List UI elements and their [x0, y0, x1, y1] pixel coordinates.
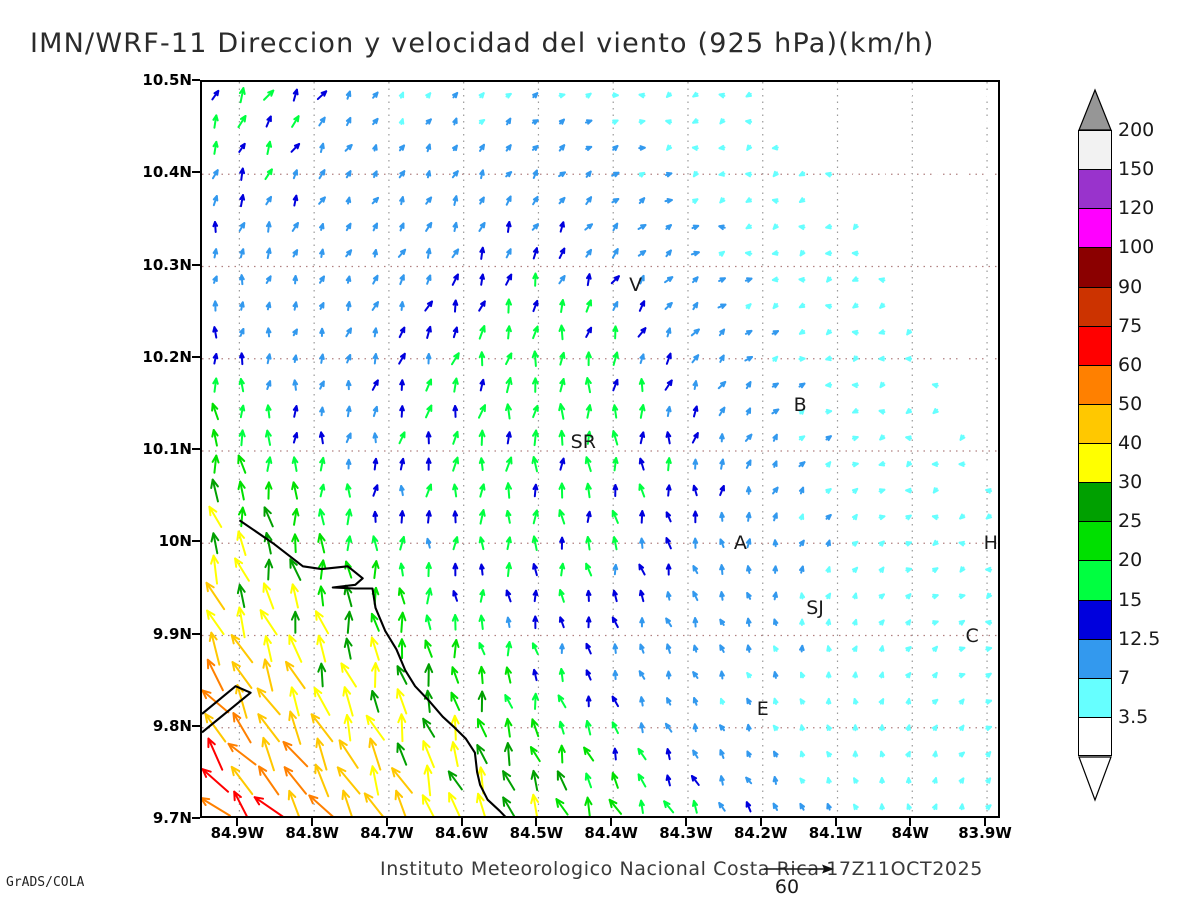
y-tick-mark: [192, 448, 200, 450]
wind-vector-field: [202, 87, 993, 816]
colorbar-band: [1078, 325, 1112, 365]
y-tick-label: 10.3N: [142, 255, 192, 274]
x-tick-label: 83.9W: [958, 824, 1012, 842]
colorbar-band: [1078, 599, 1112, 639]
y-tick-label: 10.2N: [142, 347, 192, 366]
colorbar-max-arrow: [1078, 88, 1112, 131]
y-tick-mark: [192, 540, 200, 543]
map-label-h: H: [983, 532, 998, 555]
y-tick-label: 10N: [158, 532, 192, 551]
reference-vector-arrow: [764, 864, 834, 874]
colorbar-band: [1078, 169, 1112, 209]
colorbar-band: [1078, 364, 1112, 404]
y-tick-mark: [192, 355, 200, 358]
map-label-c: C: [965, 624, 979, 647]
colorbar-band: [1078, 677, 1112, 717]
x-tick-mark: [460, 818, 463, 826]
colorbar-band: [1078, 286, 1112, 326]
y-tick-label: 9.8N: [152, 716, 192, 735]
colorbar-tick-label: 60: [1118, 353, 1143, 376]
x-tick-label: 84.5W: [509, 824, 564, 842]
colorbar-tick-label: 120: [1118, 197, 1155, 220]
x-tick-label: 84.4W: [584, 824, 638, 842]
colorbar-tick-label: 20: [1118, 549, 1143, 572]
colorbar-band: [1078, 560, 1112, 600]
colorbar-min-arrow: [1078, 756, 1112, 802]
map-label-b: B: [793, 393, 807, 416]
x-tick-label: 84.7W: [360, 824, 414, 842]
reference-vector-label: 60: [774, 876, 800, 898]
colorbar-band: [1078, 247, 1112, 287]
colorbar-tick-label: 3.5: [1118, 705, 1149, 728]
x-tick-mark: [236, 818, 239, 826]
y-tick-label: 10.4N: [142, 163, 192, 182]
x-tick-label: 84.8W: [285, 824, 339, 842]
map-label-sr: SR: [570, 430, 596, 453]
colorbar-band: [1078, 482, 1112, 522]
colorbar-band: [1078, 638, 1112, 678]
y-tick-label: 10.5N: [142, 71, 192, 89]
x-tick-label: 84.1W: [808, 824, 863, 842]
footer-credit: GrADS/COLA: [6, 875, 85, 890]
x-tick-mark: [909, 818, 912, 826]
x-tick-mark: [984, 818, 987, 826]
y-tick-mark: [192, 724, 200, 727]
x-tick-mark: [759, 818, 762, 826]
colorbar-tick-label: 15: [1118, 588, 1143, 611]
colorbar-band: [1078, 521, 1112, 561]
wind-vector-plot: V SR B A SJ C E H: [200, 80, 1000, 818]
footer-institute: Instituto Meteorologico Nacional Costa R…: [380, 858, 983, 880]
colorbar-tick-label: 12.5: [1118, 627, 1161, 650]
y-tick-label: 10.1N: [142, 440, 192, 458]
map-label-v: V: [629, 273, 643, 296]
colorbar-tick-label: 50: [1118, 392, 1143, 415]
colorbar-tick-label: 75: [1118, 314, 1143, 337]
colorbar-tick-label: 40: [1118, 432, 1143, 454]
map-place-labels: V SR B A SJ C E H: [202, 82, 998, 816]
y-tick-mark: [192, 263, 200, 266]
x-tick-mark: [385, 818, 388, 826]
x-tick-mark: [535, 818, 538, 826]
x-tick-label: 84.3W: [659, 824, 713, 842]
colorbar-tick-label: 25: [1118, 510, 1143, 533]
colorbar-tick-label: 30: [1118, 471, 1143, 494]
colorbar-band: [1078, 403, 1112, 443]
colorbar-tick-label: 150: [1118, 158, 1155, 181]
colorbar-band: [1078, 208, 1112, 248]
colorbar-tick-label: 200: [1118, 119, 1155, 141]
x-tick-label: 84.9W: [210, 824, 265, 842]
wind-speed-colorbar: 200 150 120 100 90 75 60 50 40 30 25 20 15 12.5 7 3.5: [1078, 88, 1160, 802]
y-tick-mark: [192, 632, 200, 635]
colorbar-tick-label: 100: [1118, 236, 1155, 259]
x-tick-label: 84.6W: [434, 824, 489, 842]
x-tick-mark: [311, 818, 314, 826]
map-label-e: E: [756, 698, 769, 721]
x-tick-mark: [834, 818, 837, 826]
x-tick-label: 84W: [891, 824, 929, 842]
map-label-sj: SJ: [806, 596, 824, 619]
y-tick-mark: [192, 79, 200, 81]
colorbar-tick-label: 7: [1118, 666, 1131, 689]
colorbar-band: [1078, 130, 1112, 170]
x-tick-label: 84.2W: [733, 824, 788, 842]
map-label-a: A: [733, 532, 747, 555]
y-tick-mark: [192, 817, 200, 819]
page-title: IMN/WRF-11 Direccion y velocidad del vie…: [30, 28, 935, 59]
colorbar-band: [1078, 716, 1112, 756]
x-tick-mark: [610, 818, 613, 826]
y-tick-label: 9.9N: [152, 624, 192, 643]
x-tick-mark: [684, 818, 687, 826]
y-tick-mark: [192, 171, 200, 174]
colorbar-band: [1078, 443, 1112, 483]
y-tick-label: 9.7N: [152, 809, 192, 827]
colorbar-tick-label: 90: [1118, 275, 1143, 298]
coastline-overlay: [202, 519, 507, 816]
